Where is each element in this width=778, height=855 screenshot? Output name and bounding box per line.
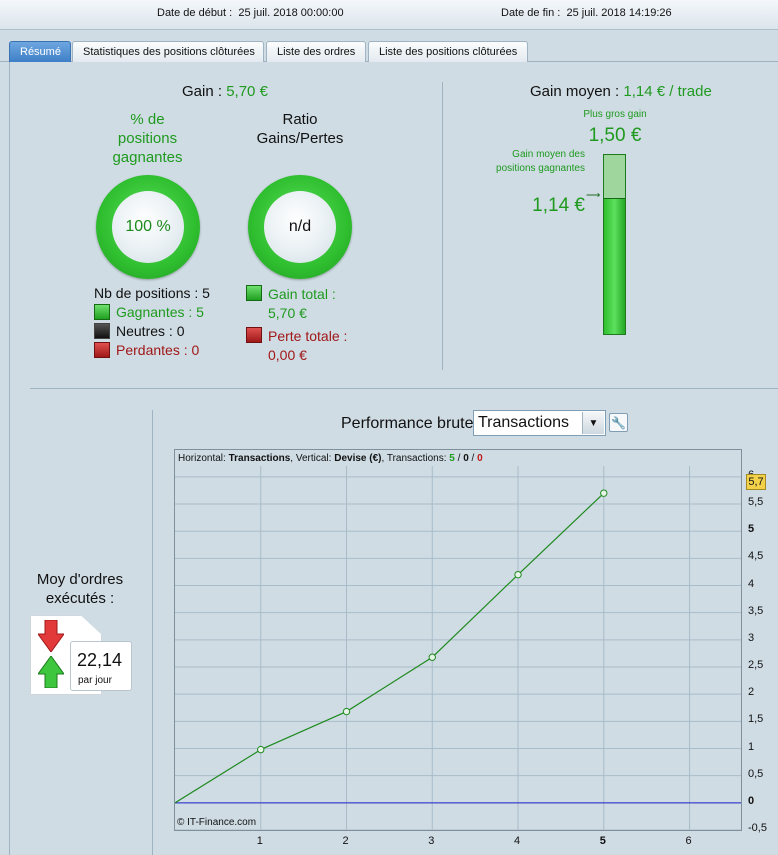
ratio-value: n/d (264, 191, 336, 263)
end-date: Date de fin : 25 juil. 2018 14:19:26 (501, 7, 672, 19)
last-value-badge: 5,7 (746, 474, 766, 490)
wrench-icon[interactable]: 🔧 (609, 413, 628, 432)
start-date-value: 25 juil. 2018 00:00:00 (238, 7, 344, 19)
total-gain: Gain total : 5,70 € (268, 285, 336, 323)
chart-info-count-loss: 0 (477, 453, 483, 464)
chart-info-mid: , Vertical: (290, 453, 332, 464)
positions-count: Nb de positions : 5 (94, 285, 210, 301)
x-tick-label: 3 (428, 835, 435, 847)
x-tick-label: 5 (599, 835, 606, 847)
gain-value: 5,70 € (226, 83, 268, 100)
chart-credit: © IT-Finance.com (177, 817, 257, 828)
winners-count: Gagnantes : 5 (116, 304, 204, 320)
ratio-title: Ratio Gains/Pertes (256, 111, 344, 147)
data-point (514, 570, 522, 579)
performance-select[interactable]: Transactions ▼ (473, 410, 606, 436)
gain-summary: Gain : 5,70 € (182, 83, 268, 100)
tab-orders-list[interactable]: Liste des ordres (266, 41, 366, 62)
start-date: Date de début : 25 juil. 2018 00:00:00 (157, 7, 344, 19)
y-tick-label: 5 (748, 523, 755, 536)
end-date-label: Date de fin : (501, 7, 561, 19)
y-tick-label: 1,5 (748, 713, 764, 726)
arrow-down-icon (37, 619, 65, 657)
performance-title: Performance brute (341, 415, 474, 432)
avg-winners-label: Gain moyen des positions gagnantes (496, 149, 585, 174)
win-pct-value: 100 % (112, 191, 184, 263)
section-divider-horizontal (30, 388, 778, 389)
total-loss-value: 0,00 € (268, 347, 307, 363)
tab-closed-positions-stats[interactable]: Statistiques des positions clôturées (72, 41, 264, 62)
arrow-right-icon: ⟶ (586, 190, 601, 201)
biggest-gain-value: 1,50 € (588, 125, 642, 146)
avg-gain-label: Gain moyen : (530, 83, 620, 100)
win-pct-title: % de positions gagnantes (112, 111, 183, 166)
orders-divider (152, 410, 153, 855)
winners-swatch (94, 304, 110, 320)
chart-info-vertical: Devise (€) (334, 453, 382, 464)
series-line (175, 492, 605, 804)
start-date-label: Date de début : (157, 7, 233, 19)
arrow-up-icon (37, 655, 65, 693)
avg-gain-bar-fill (604, 198, 625, 334)
y-tick-label: 0,5 (748, 767, 764, 780)
y-tick-label: 0 (748, 794, 755, 807)
total-gain-value: 5,70 € (268, 305, 307, 321)
ratio-gauge: n/d (248, 175, 352, 279)
y-tick-label: 4 (748, 577, 755, 590)
data-point (600, 489, 608, 497)
orders-rate-value: 22,14 (77, 650, 123, 670)
chart-info: Horizontal: Transactions, Vertical: Devi… (178, 453, 483, 464)
avg-gain-value: 1,14 € / trade (623, 83, 712, 100)
x-tick-label: 4 (514, 835, 521, 847)
y-tick-label: 2 (748, 686, 755, 699)
win-pct-gauge: 100 % (96, 175, 200, 279)
y-tick-label: -0,5 (748, 822, 767, 834)
chart-info-prefix: Horizontal: (178, 453, 226, 464)
tab-resume[interactable]: Résumé (9, 41, 71, 62)
chart-info-count-neutral: 0 (463, 453, 469, 464)
performance-select-value: Transactions (478, 414, 569, 431)
tab-closed-positions-list[interactable]: Liste des positions clôturées (368, 41, 528, 62)
losers-swatch (94, 342, 110, 358)
x-tick-label: 6 (685, 835, 692, 847)
neutral-swatch (94, 323, 110, 339)
y-tick-label: 1 (748, 740, 755, 753)
avg-gain-bar (603, 154, 626, 335)
losers-count: Perdantes : 0 (116, 342, 200, 358)
y-tick-label: 5,5 (748, 496, 764, 509)
data-point (428, 653, 436, 661)
y-tick-label: 2,5 (748, 659, 764, 671)
date-range-bar: Date de début : 25 juil. 2018 00:00:00 D… (0, 0, 778, 30)
total-gain-label: Gain total : (268, 286, 336, 302)
x-tick-label: 2 (342, 835, 349, 847)
performance-chart: Horizontal: Transactions, Vertical: Devi… (174, 449, 742, 831)
y-tick-label: 3 (748, 631, 755, 644)
chevron-down-icon[interactable]: ▼ (582, 412, 604, 434)
y-tick-label: 3,5 (748, 604, 764, 617)
total-loss-swatch (246, 327, 262, 343)
section-divider-vertical (442, 82, 443, 370)
orders-rate-box: 22,14 par jour (70, 641, 132, 691)
neutral-count: Neutres : 0 (116, 323, 185, 339)
gain-label: Gain : (182, 83, 223, 100)
data-point (257, 745, 265, 754)
total-loss-label: Perte totale : (268, 328, 348, 344)
avg-gain-summary: Gain moyen : 1,14 € / trade (530, 83, 712, 100)
tab-bar: Résumé Statistiques des positions clôtur… (0, 38, 778, 62)
biggest-gain-label: Plus gros gain (583, 109, 647, 120)
chart-plot (175, 466, 741, 830)
data-point (342, 707, 351, 716)
total-gain-swatch (246, 285, 262, 301)
orders-title: Moy d'ordres exécutés : (36, 571, 124, 607)
chart-info-count-win: 5 (449, 453, 455, 464)
chart-info-horizontal: Transactions (228, 453, 291, 464)
avg-winners-value: 1,14 € (532, 195, 585, 216)
y-tick-label: 4,5 (748, 550, 764, 563)
total-loss: Perte totale : 0,00 € (268, 327, 347, 365)
end-date-value: 25 juil. 2018 14:19:26 (566, 7, 672, 19)
chart-info-transactions: , Transactions: (381, 453, 447, 464)
x-tick-label: 1 (256, 835, 263, 847)
orders-rate-unit: par jour (78, 675, 112, 686)
